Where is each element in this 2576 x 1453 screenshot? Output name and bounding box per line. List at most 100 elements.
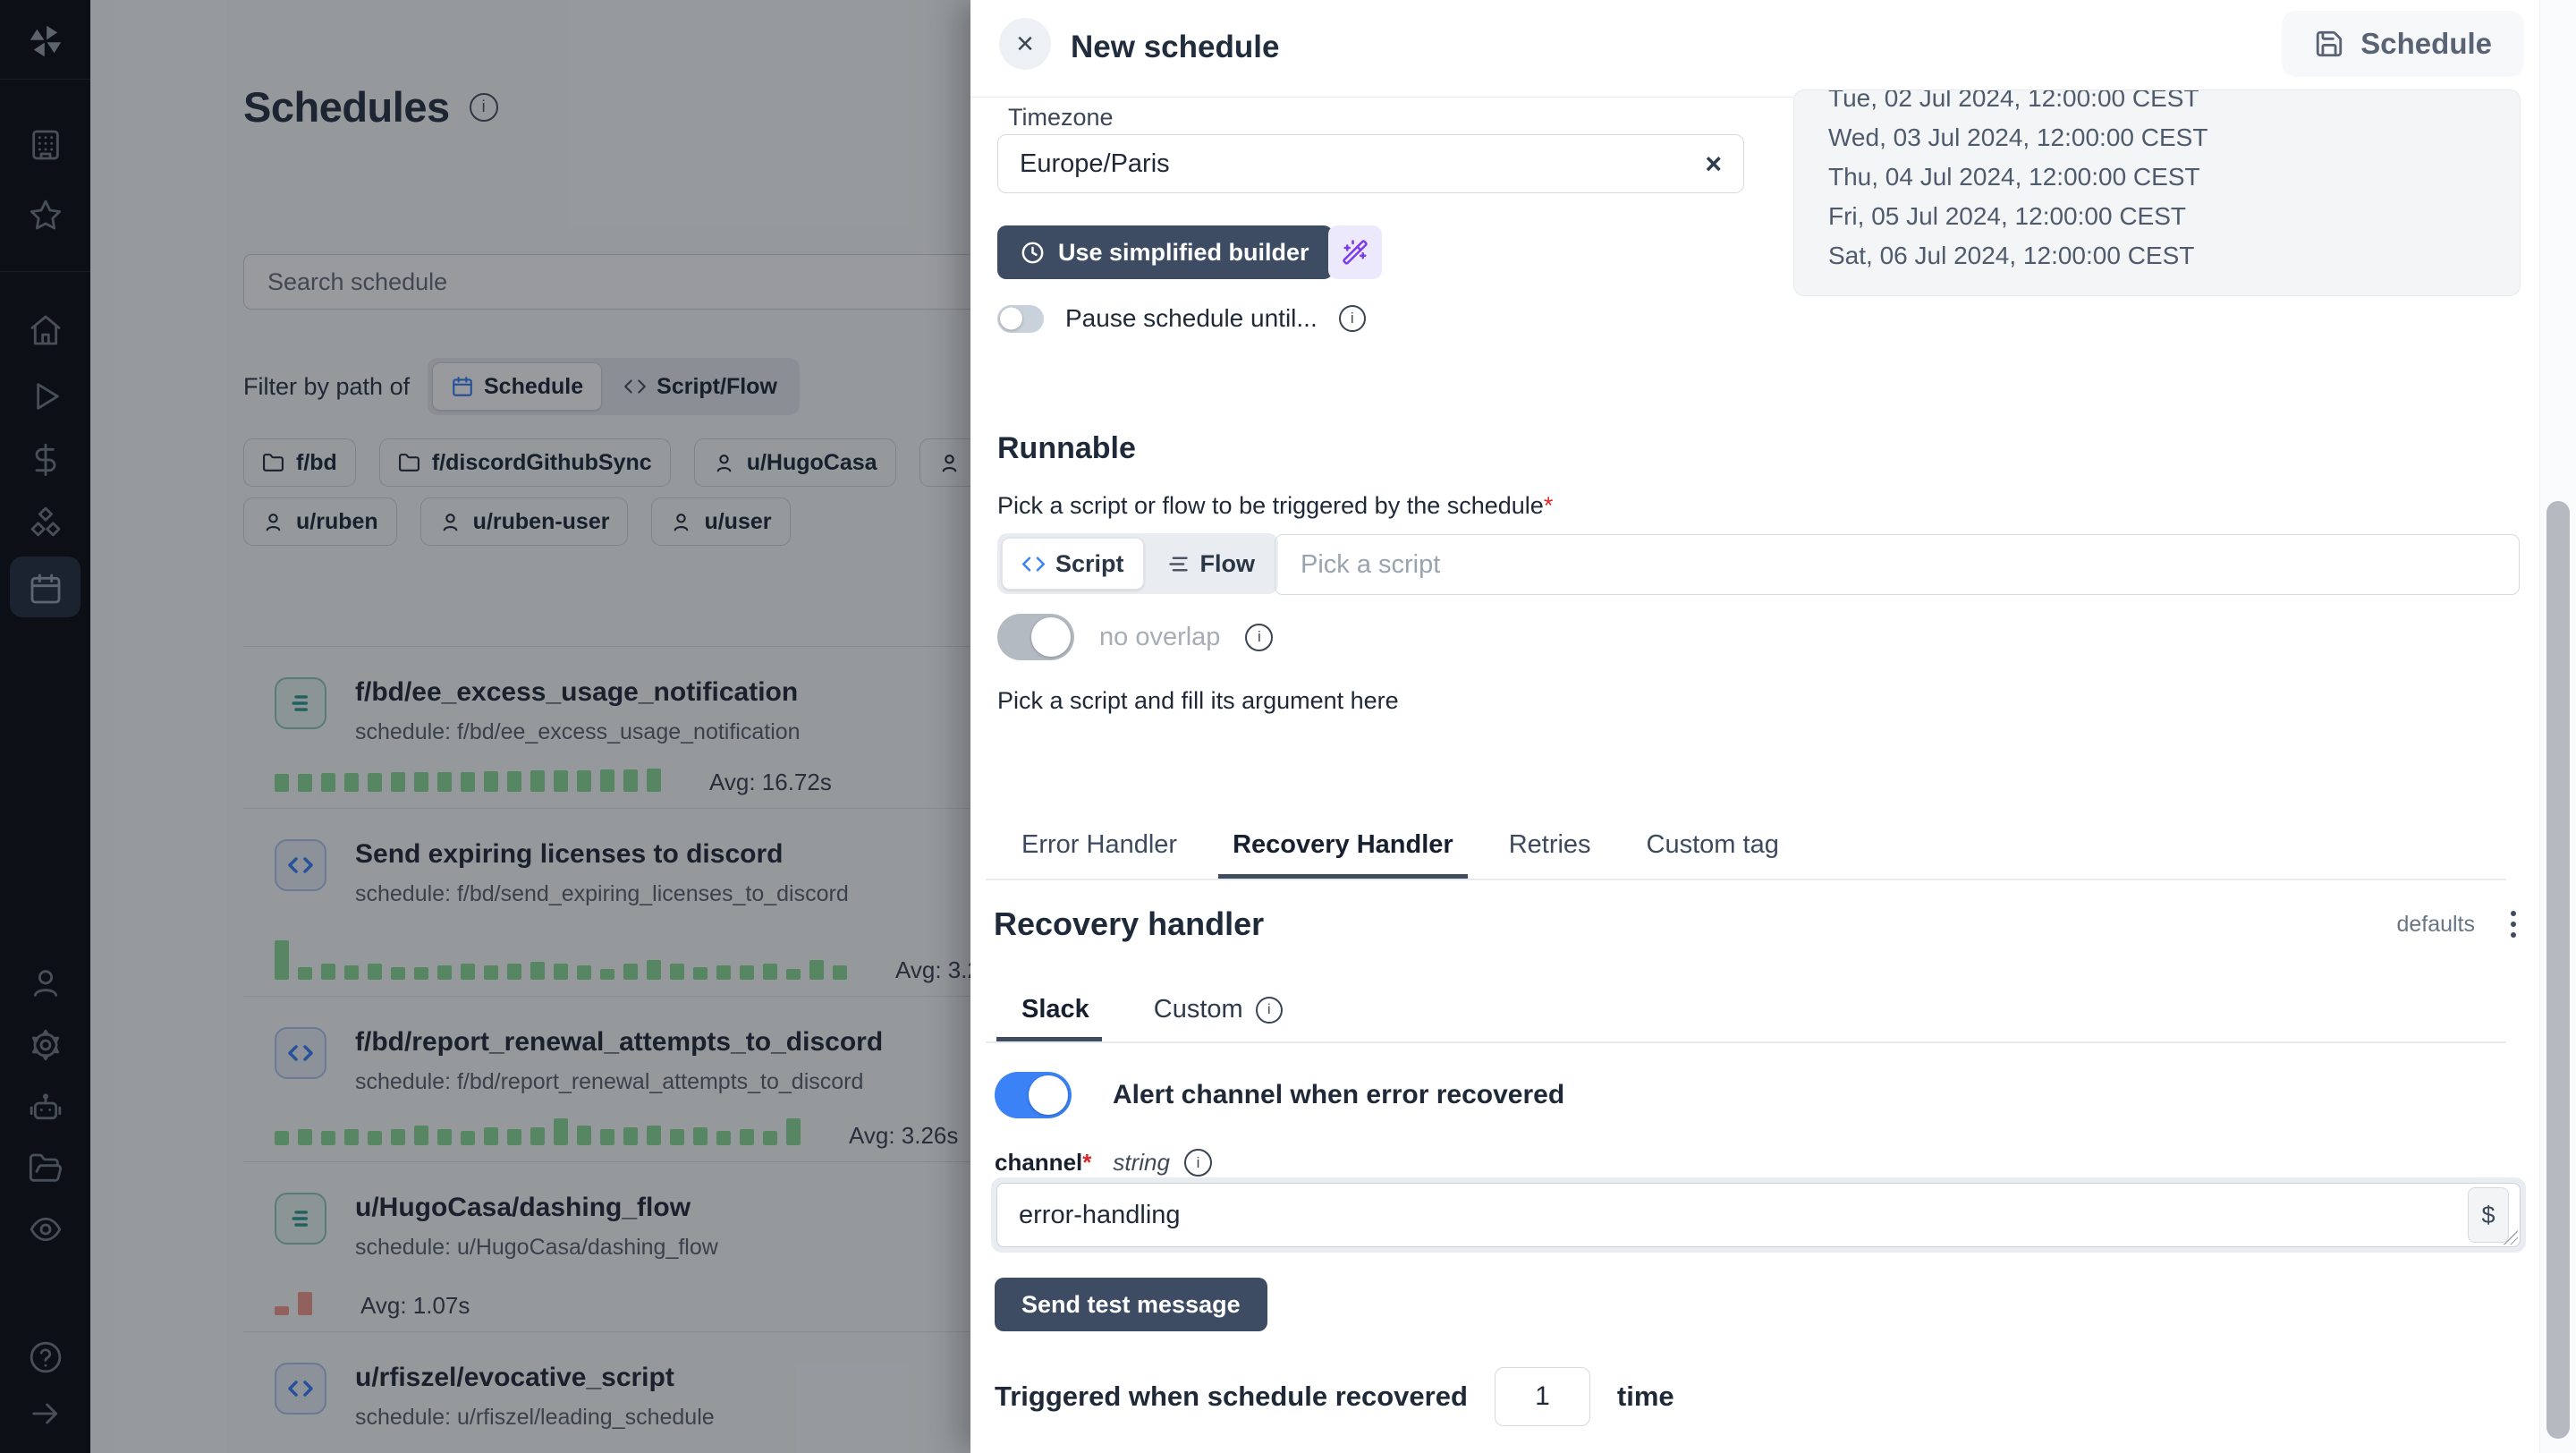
run-bar[interactable] [484, 1127, 498, 1145]
sidebar-item-workers[interactable] [0, 1088, 90, 1127]
scrollbar-track[interactable] [2539, 0, 2576, 1453]
run-bar[interactable] [344, 965, 359, 980]
no-overlap-toggle[interactable] [997, 614, 1074, 660]
run-bar[interactable] [740, 1129, 754, 1145]
run-bar[interactable] [647, 1126, 661, 1145]
run-bar[interactable] [716, 1131, 731, 1145]
run-bar[interactable] [298, 774, 312, 792]
run-bar[interactable] [275, 1131, 289, 1145]
timezone-input[interactable]: Europe/Paris × [997, 134, 1744, 193]
info-icon[interactable]: i [1245, 623, 1274, 651]
run-bar[interactable] [461, 964, 475, 980]
schedule-title[interactable]: Send expiring licenses to discord [355, 839, 784, 869]
schedule-title[interactable]: f/bd/ee_excess_usage_notification [355, 677, 799, 707]
tab-recovery-handler[interactable]: Recovery Handler [1218, 830, 1468, 879]
run-bar[interactable] [600, 1129, 614, 1145]
run-bar[interactable] [600, 769, 614, 792]
run-bar[interactable] [647, 769, 661, 792]
run-bar[interactable] [507, 1129, 521, 1145]
path-chip[interactable]: u/HugoCasa [693, 438, 896, 487]
run-bar[interactable] [786, 969, 801, 980]
kebab-menu-icon[interactable] [2507, 907, 2520, 941]
use-simplified-builder-button[interactable]: Use simplified builder [997, 225, 1333, 279]
run-bar[interactable] [391, 772, 405, 792]
sidebar-item-variables[interactable] [0, 440, 90, 480]
recovered-times-input[interactable]: 1 [1494, 1367, 1590, 1426]
run-bar[interactable] [530, 1127, 545, 1145]
run-bar[interactable] [368, 773, 382, 792]
run-bar[interactable] [368, 1131, 382, 1145]
sidebar-item-resources[interactable] [0, 505, 90, 544]
sidebar-item-runs[interactable] [0, 377, 90, 416]
run-bar[interactable] [740, 965, 754, 980]
clear-icon[interactable]: × [1705, 148, 1722, 180]
path-chip[interactable]: f/discordGithubSync [378, 438, 671, 487]
run-bar[interactable] [414, 772, 428, 792]
sidebar-item-settings[interactable] [0, 1025, 90, 1065]
run-bar[interactable] [275, 774, 289, 792]
sidebar-item-home[interactable] [0, 310, 90, 350]
subtab-slack[interactable]: Slack [996, 995, 1102, 1042]
run-bar[interactable] [716, 965, 731, 980]
send-test-message-button[interactable]: Send test message [995, 1278, 1267, 1331]
run-bar[interactable] [600, 969, 614, 980]
run-bar[interactable] [763, 1131, 777, 1145]
schedule-row[interactable]: f/bd/ee_excess_usage_notification schedu… [243, 646, 2576, 808]
sidebar-item-workspace[interactable] [0, 125, 90, 165]
ai-wand-button[interactable] [1328, 225, 1382, 279]
tab-custom-tag[interactable]: Custom tag [1646, 830, 1779, 859]
save-schedule-button[interactable]: Schedule [2282, 11, 2524, 77]
variable-picker-button[interactable]: $ [2468, 1187, 2509, 1243]
run-bar[interactable] [833, 965, 847, 980]
pick-script-input[interactable]: Pick a script [1275, 534, 2520, 595]
run-bar[interactable] [344, 773, 359, 792]
run-bar[interactable] [530, 770, 545, 792]
run-bar[interactable] [275, 940, 289, 980]
run-bar[interactable] [298, 1292, 312, 1315]
run-bar[interactable] [693, 1127, 708, 1145]
run-bar[interactable] [368, 964, 382, 980]
run-bar[interactable] [577, 1126, 591, 1145]
path-chip[interactable]: f/bd [243, 438, 356, 487]
defaults-label[interactable]: defaults [2396, 911, 2475, 937]
run-bar[interactable] [321, 773, 335, 792]
info-icon[interactable]: i [1338, 305, 1366, 332]
path-chip[interactable]: u/user [651, 497, 791, 546]
run-bar[interactable] [763, 964, 777, 980]
sidebar-expand-icon[interactable] [0, 1394, 90, 1433]
path-chip[interactable]: u/ruben-user [419, 497, 629, 546]
run-bar[interactable] [809, 960, 824, 980]
run-bar[interactable] [693, 967, 708, 980]
run-bar[interactable] [623, 1127, 638, 1145]
run-bar[interactable] [554, 1118, 568, 1145]
sidebar-item-favorites[interactable] [0, 196, 90, 235]
run-bar[interactable] [391, 967, 405, 980]
run-bar[interactable] [321, 1131, 335, 1145]
tab-retries[interactable]: Retries [1508, 830, 1591, 859]
channel-input[interactable]: error-handling $ [996, 1183, 2521, 1247]
run-bar[interactable] [461, 772, 475, 792]
run-bar[interactable] [321, 964, 335, 980]
schedule-title[interactable]: u/HugoCasa/dashing_flow [355, 1193, 691, 1222]
run-bar[interactable] [670, 964, 684, 980]
run-bar[interactable] [437, 1129, 452, 1145]
subtab-custom[interactable]: Custom i [1154, 995, 1283, 1042]
kind-option-flow[interactable]: Flow [1148, 539, 1275, 589]
close-icon[interactable]: × [999, 18, 1051, 70]
run-bar[interactable] [623, 964, 638, 980]
run-bar[interactable] [298, 1129, 312, 1145]
info-icon[interactable]: i [1183, 1149, 1212, 1177]
run-bar[interactable] [461, 1131, 475, 1145]
run-bar[interactable] [577, 770, 591, 792]
scrollbar-thumb[interactable] [2546, 501, 2570, 1439]
info-icon[interactable]: i [1255, 996, 1283, 1024]
schedule-row[interactable]: Send expiring licenses to discord schedu… [243, 808, 2576, 996]
run-bar[interactable] [437, 965, 452, 980]
sidebar-item-user[interactable] [0, 964, 90, 1003]
run-bar[interactable] [786, 1118, 801, 1145]
schedule-title[interactable]: f/bd/report_renewal_attempts_to_discord [355, 1027, 884, 1057]
path-chip[interactable]: u/ruben [243, 497, 397, 546]
run-bar[interactable] [298, 967, 312, 980]
run-bar[interactable] [507, 771, 521, 792]
run-bar[interactable] [484, 771, 498, 792]
